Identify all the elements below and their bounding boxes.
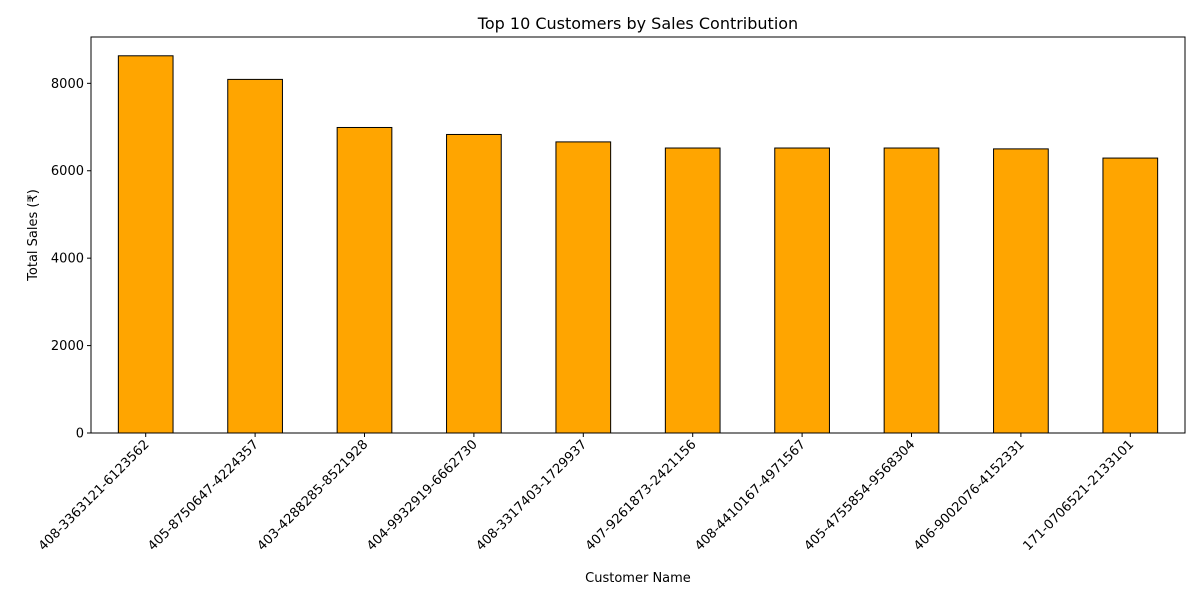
bar-5 [555,141,612,434]
y-tick-label: 6000 [51,164,84,179]
x-tick-label: 403-4288285-8521928 [255,437,372,554]
bar-10 [1102,157,1159,434]
y-tick-label: 2000 [51,339,84,354]
x-tick-label: 405-4755854-9568304 [802,437,919,554]
x-tick-label: 407-9261873-2421156 [583,437,700,554]
bar-9 [993,148,1049,434]
y-tick-label: 0 [76,427,84,442]
bar-7 [774,147,830,434]
bars-group [117,55,1159,434]
bar-8 [883,147,940,434]
x-tick-label: 171-0706521-2133101 [1020,437,1137,554]
x-tick-label: 405-8750647-4224357 [145,437,262,554]
bar-4 [446,133,502,434]
x-axis-ticks: 408-3363121-6123562405-8750647-422435740… [36,433,1137,554]
bar-6 [664,147,721,434]
x-tick-label: 408-3317403-1729937 [473,437,590,554]
plot-frame [90,36,1186,434]
bar-1 [117,55,174,434]
y-axis-ticks: 0 2000 4000 6000 8000 [51,77,91,442]
bar-3 [336,126,393,434]
y-axis-label: Total Sales (₹) [26,189,41,282]
chart-title: Top 10 Customers by Sales Contribution [477,14,798,33]
x-tick-label: 408-4410167-4971567 [692,437,809,554]
y-tick-label: 8000 [51,77,84,92]
bar-2 [227,78,283,434]
x-tick-label: 406-9002076-4152331 [911,437,1028,554]
y-tick-label: 4000 [51,252,84,267]
x-tick-label: 408-3363121-6123562 [36,437,153,554]
x-axis-label: Customer Name [585,571,691,586]
x-tick-label: 404-9932919-6662730 [364,437,481,554]
